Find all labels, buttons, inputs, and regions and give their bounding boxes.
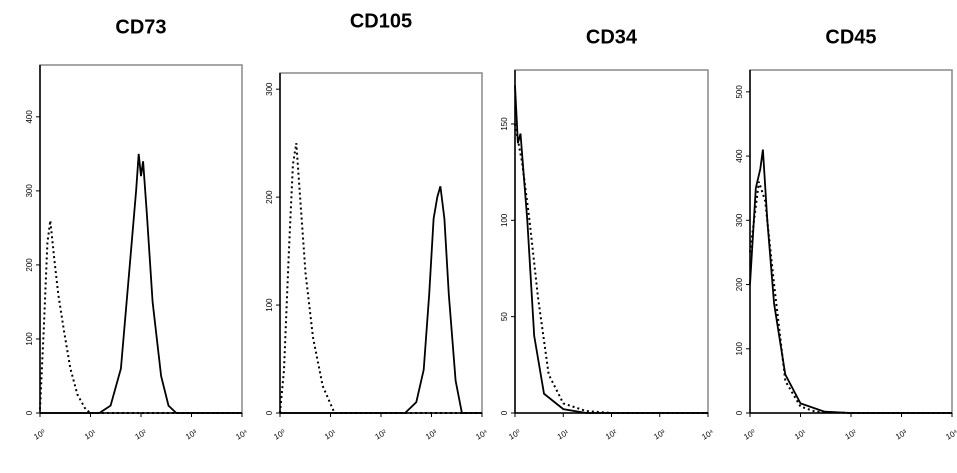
y-tick-label: 0 [735,410,744,415]
y-tick-label: 0 [25,410,34,415]
plot-frame [749,69,953,414]
chart-title: CD73 [115,16,166,38]
y-tick-label: 400 [25,110,34,124]
y-tick-label: 100 [735,342,744,356]
y-tick-label: 200 [265,190,274,204]
y-tick-label: 100 [25,332,34,346]
y-tick-label: 100 [500,213,509,227]
y-tick-label: 400 [735,149,744,163]
x-tick-label: 10¹ [323,428,338,442]
marker-line [40,153,242,414]
x-tick-label: 10⁴ [234,427,250,441]
marker-line [280,186,482,414]
x-tick-label: 10⁴ [944,427,957,441]
x-tick-label: 10³ [894,428,909,442]
plot-frame [279,72,483,414]
x-tick-label: 10⁰ [742,428,757,442]
isotype-line [279,143,482,414]
y-tick-label: 100 [265,298,274,312]
y-tick-label: 300 [735,213,744,227]
y-tick-label: 200 [735,277,744,291]
x-tick-label: 10⁴ [700,427,716,441]
x-tick-label: 10¹ [793,428,808,442]
marker-line [514,85,708,414]
x-tick-label: 10¹ [556,428,571,442]
x-tick-label: 10¹ [83,428,98,442]
x-tick-label: 10² [844,428,859,442]
y-tick-label: 300 [265,82,274,96]
y-tick-label: 300 [25,184,34,198]
x-tick-label: 10² [604,428,619,442]
chart-title: CD34 [586,26,638,48]
y-tick-label: 150 [500,117,509,131]
isotype-line [514,123,708,414]
chart-title: CD45 [825,26,876,48]
isotype-line [39,220,242,414]
isotype-line [749,181,952,414]
x-tick-label: 10³ [652,428,667,442]
y-tick-label: 500 [735,85,744,99]
plot-frame [514,69,709,414]
x-tick-label: 10⁰ [272,428,287,442]
plot-frame [39,64,243,414]
x-tick-label: 10⁰ [32,428,47,442]
x-tick-label: 10³ [424,428,439,442]
y-tick-label: 50 [500,312,509,321]
x-tick-label: 10² [134,428,149,442]
y-tick-label: 0 [265,410,274,415]
chart-title: CD105 [350,10,412,32]
y-tick-label: 200 [25,258,34,272]
marker-line [749,149,952,414]
x-tick-label: 10⁰ [507,428,522,442]
x-tick-label: 10³ [184,428,199,442]
y-tick-label: 0 [500,410,509,415]
x-tick-label: 10⁴ [474,427,490,441]
x-tick-label: 10² [374,428,389,442]
